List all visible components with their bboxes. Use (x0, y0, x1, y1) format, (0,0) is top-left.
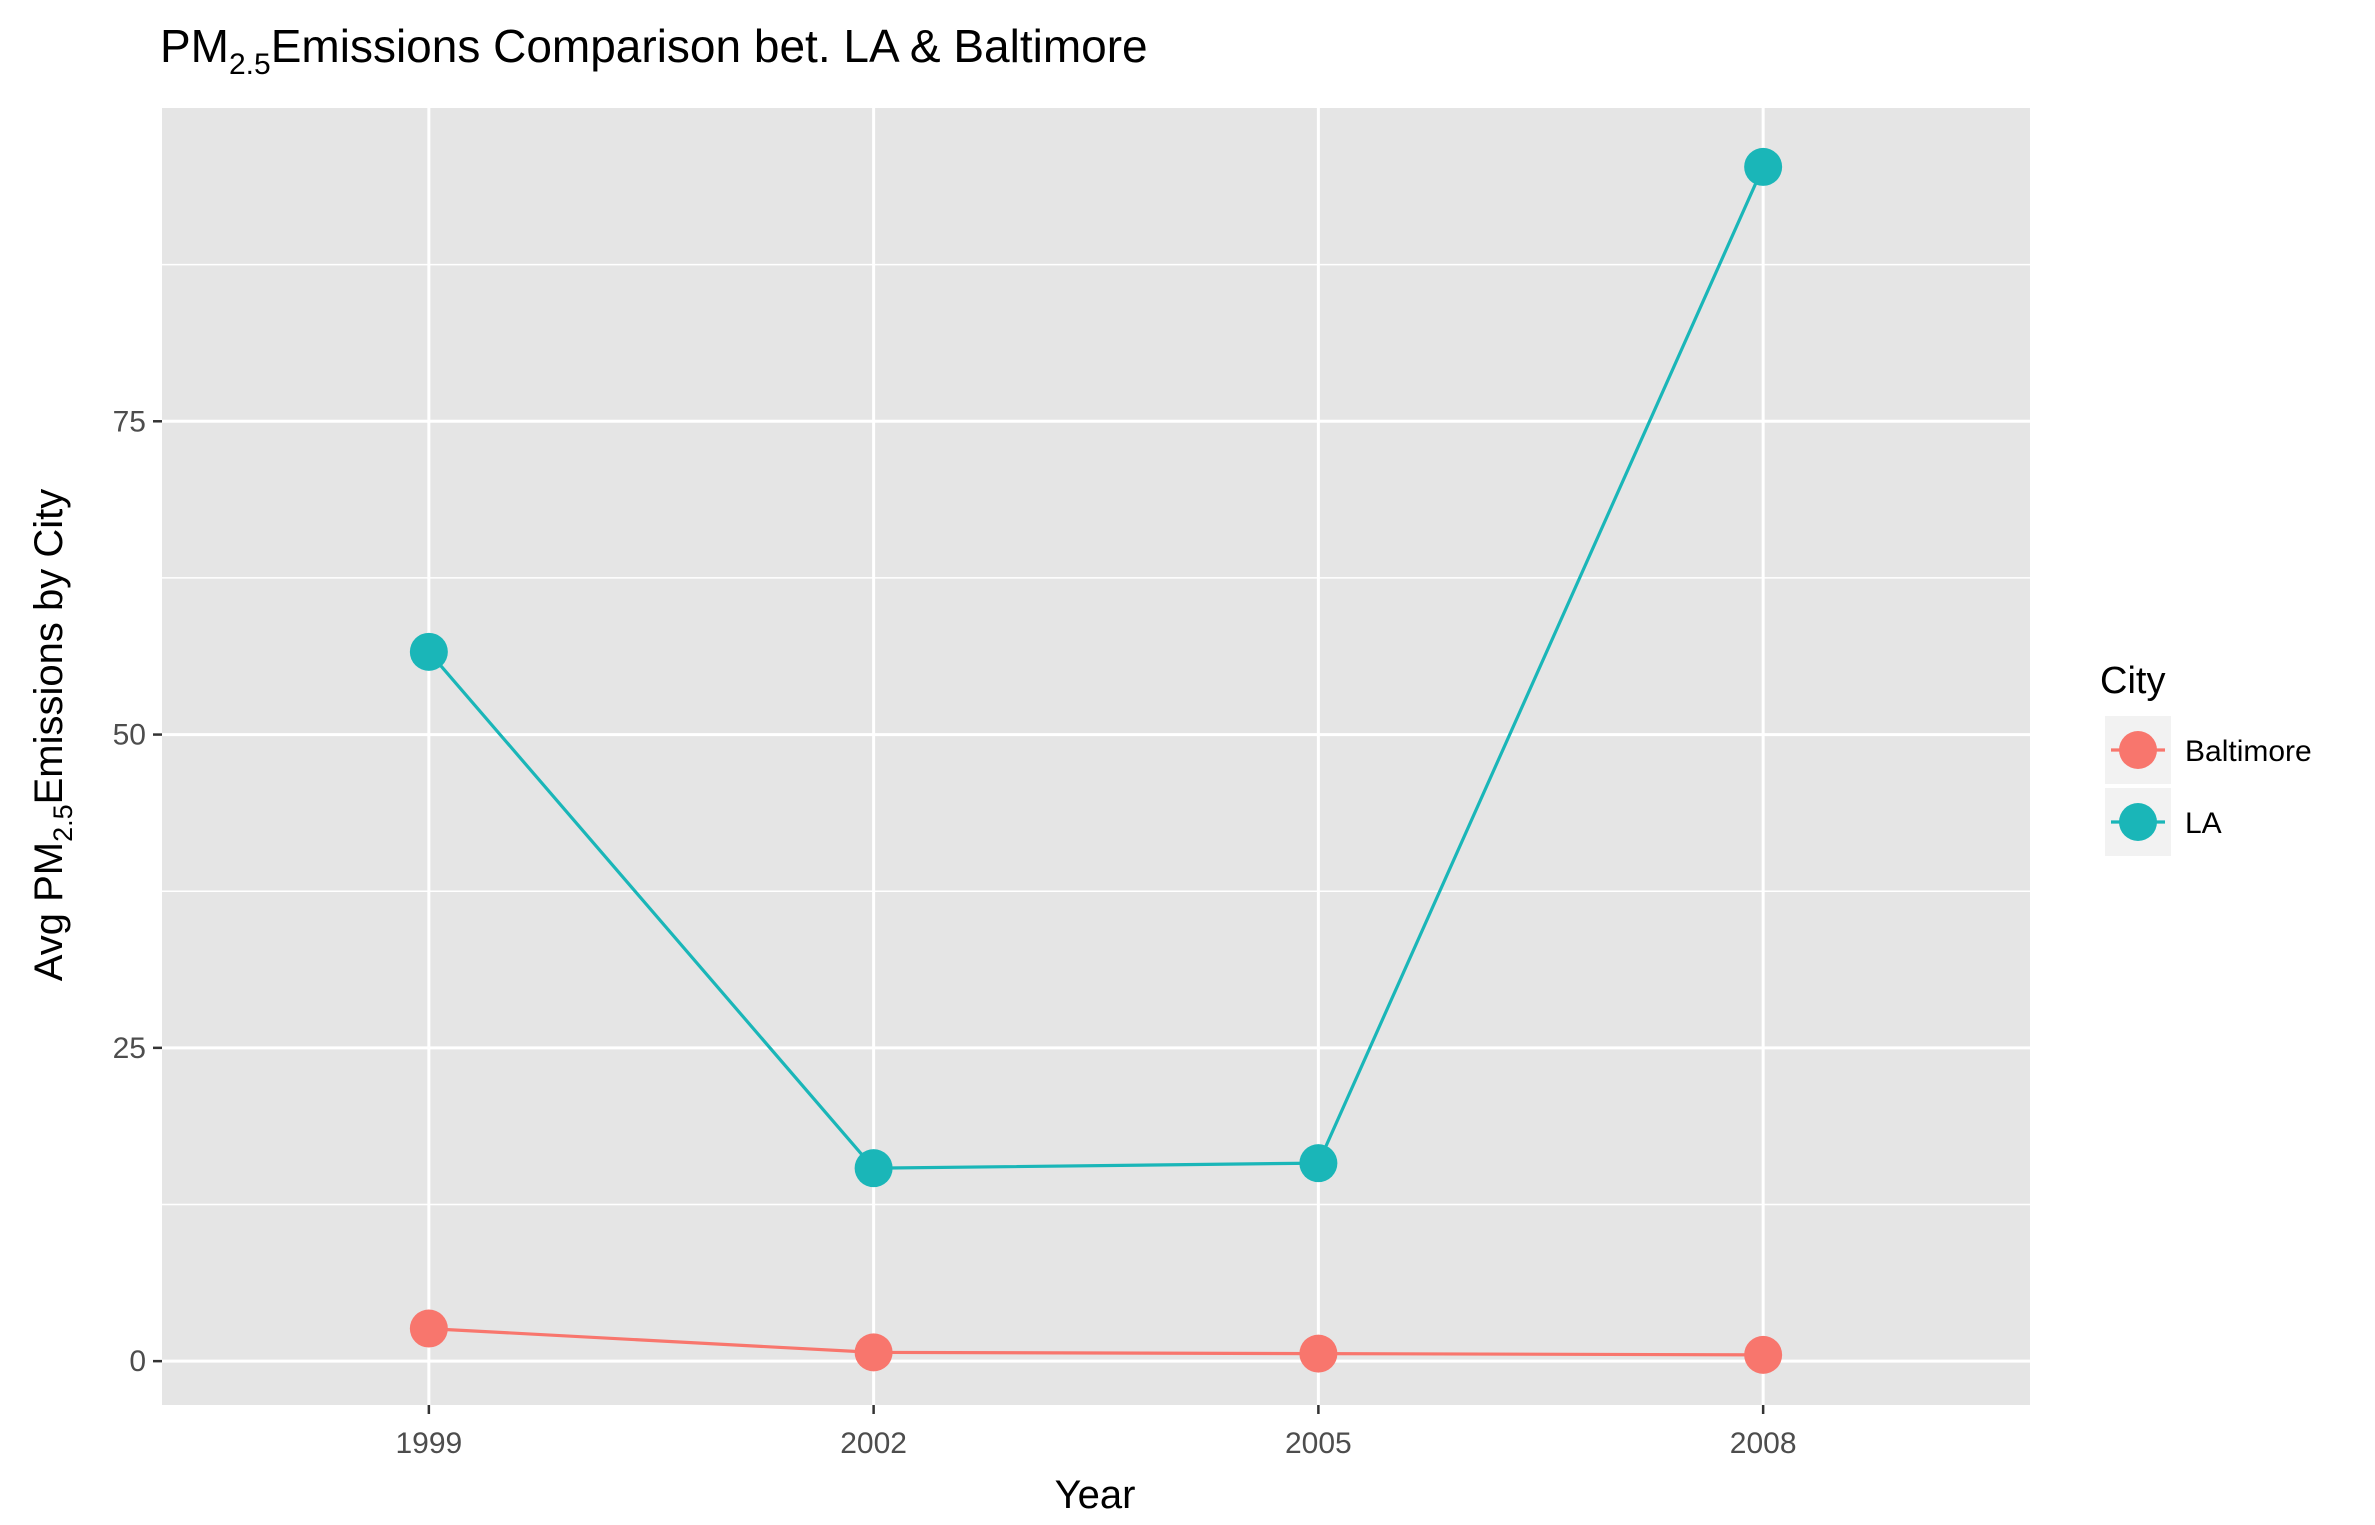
legend-key-point-la (2119, 803, 2157, 841)
legend-label-baltimore: Baltimore (2185, 735, 2312, 768)
data-point-la (1299, 1144, 1338, 1183)
major-gridlines (162, 108, 2030, 1405)
x-axis: 1999 2002 2005 2008 (395, 1405, 1797, 1460)
data-point-la (854, 1149, 893, 1188)
x-axis-title: Year (1055, 1473, 1136, 1517)
y-tick-label: 50 (113, 719, 146, 752)
series-layer (409, 147, 1783, 1374)
data-point-baltimore (1744, 1335, 1783, 1374)
x-tick-label: 2002 (840, 1427, 907, 1460)
chart-title-pre: PM (160, 20, 229, 72)
plot-panel (162, 108, 2030, 1405)
data-point-baltimore (854, 1333, 893, 1372)
x-tick-label: 2005 (1285, 1427, 1352, 1460)
legend: City Baltimore LA (2100, 660, 2312, 856)
series-line-la (427, 166, 1765, 1170)
y-axis-title-post: Emissions by City (27, 489, 71, 805)
y-axis-title: Avg PM2.5Emissions by City (27, 489, 78, 982)
x-tick-label: 2008 (1730, 1427, 1797, 1460)
y-axis-title-pre: Avg PM (27, 842, 71, 981)
y-axis-title-sub: 2.5 (48, 804, 78, 842)
legend-title: City (2100, 660, 2165, 702)
x-tick-label: 1999 (395, 1427, 462, 1460)
data-point-la (1744, 147, 1783, 186)
legend-key-point-baltimore (2119, 731, 2157, 769)
data-point-baltimore (409, 1309, 448, 1348)
legend-label-la: LA (2185, 807, 2222, 840)
y-axis: 0 25 50 75 (113, 405, 162, 1378)
series-line-baltimore (428, 1327, 1764, 1357)
chart-title-sub: 2.5 (229, 48, 271, 81)
data-point-baltimore (1299, 1334, 1338, 1373)
data-point-la (409, 632, 448, 671)
y-tick-label: 75 (113, 405, 146, 438)
chart-title: PM2.5Emissions Comparison bet. LA & Balt… (160, 20, 1148, 81)
y-tick-label: 25 (113, 1032, 146, 1065)
y-tick-label: 0 (129, 1345, 146, 1378)
chart-title-post: Emissions Comparison bet. LA & Baltimore (271, 20, 1148, 72)
